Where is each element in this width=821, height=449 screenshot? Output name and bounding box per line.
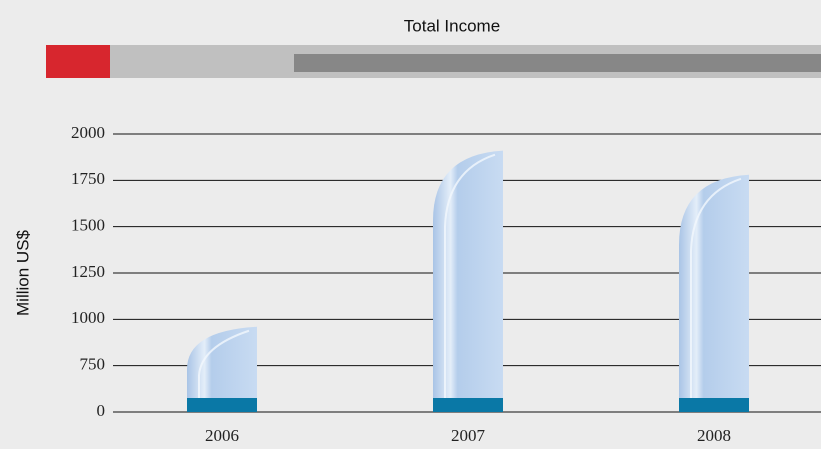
bar-highlight <box>198 329 250 412</box>
y-tick-label: 1250 <box>71 262 105 281</box>
y-tick-label: 1750 <box>71 169 105 188</box>
bar <box>433 150 503 412</box>
bar-base <box>433 398 503 412</box>
header-accent <box>46 45 110 78</box>
bar <box>187 326 257 412</box>
bar-base <box>187 398 257 412</box>
bar-highlight <box>690 177 742 412</box>
x-tick-label: 2008 <box>697 426 731 445</box>
bar-highlight <box>444 153 496 412</box>
header-stripe <box>294 54 821 72</box>
y-tick-label: 2000 <box>71 123 105 142</box>
y-tick-label: 750 <box>80 355 106 374</box>
y-tick-label: 0 <box>97 401 106 420</box>
x-tick-label: 2006 <box>205 426 239 445</box>
y-tick-label: 1500 <box>71 216 105 235</box>
y-axis-label: Million US$ <box>13 229 32 316</box>
bar-base <box>679 398 749 412</box>
bar <box>679 174 749 412</box>
chart-title: Total Income <box>404 16 500 35</box>
y-tick-label: 1000 <box>71 308 105 327</box>
x-tick-label: 2007 <box>451 426 486 445</box>
